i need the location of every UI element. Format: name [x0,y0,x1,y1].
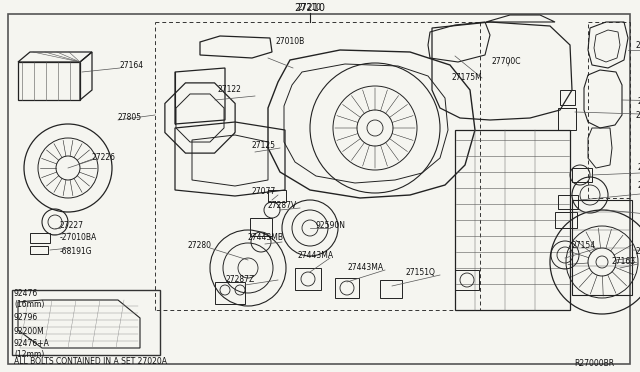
Text: ALL BOLTS CONTAINED IN A SET 27020A: ALL BOLTS CONTAINED IN A SET 27020A [14,357,167,366]
Text: 27163: 27163 [612,257,636,266]
Text: 27010B: 27010B [275,38,304,46]
Bar [215,282,245,304]
Bar [30,233,50,243]
Bar [12,290,160,355]
Bar [572,168,592,182]
Bar [455,270,479,290]
Bar [572,200,632,295]
Text: 27210: 27210 [294,3,326,13]
Text: 92476+A: 92476+A [14,340,50,349]
Text: R27000BR: R27000BR [574,359,614,369]
Text: 27443MB: 27443MB [248,234,284,243]
Text: 27154: 27154 [572,241,596,250]
Text: 27226: 27226 [92,154,116,163]
Text: 92796: 92796 [14,314,38,323]
Text: -27010BA: -27010BA [60,234,97,243]
Bar [555,212,577,228]
Bar [295,268,321,290]
Text: 27115: 27115 [638,97,640,106]
Text: 27020N: 27020N [635,110,640,119]
Bar [250,218,272,236]
Text: 27164: 27164 [120,61,144,70]
Bar [30,246,48,254]
Bar [455,130,570,310]
Text: 27151Q: 27151Q [405,267,435,276]
Text: (16mm): (16mm) [14,301,44,310]
Bar [268,190,286,202]
Text: 27287V: 27287V [268,201,297,209]
Text: 27210: 27210 [298,3,322,13]
Bar [560,90,575,105]
Text: 27154+A: 27154+A [638,180,640,189]
Text: -68191G: -68191G [60,247,93,257]
Text: 27280: 27280 [188,241,212,250]
Bar [558,195,578,209]
Text: 27227: 27227 [60,221,84,230]
Bar [335,278,359,298]
Text: 27197M: 27197M [635,42,640,51]
Text: 27287W: 27287W [635,247,640,257]
Text: 27805: 27805 [118,113,142,122]
Bar [558,108,576,130]
Text: 27175M: 27175M [452,74,483,83]
Text: 27443MA: 27443MA [348,263,384,273]
Text: 27443MA: 27443MA [298,250,334,260]
Text: 27077: 27077 [252,187,276,196]
Text: (12mm): (12mm) [14,350,44,359]
Text: 27122: 27122 [218,86,242,94]
Text: 27020W: 27020W [638,164,640,173]
Text: 27287Z: 27287Z [225,276,254,285]
Text: 27700C: 27700C [492,58,522,67]
Text: 92476: 92476 [14,289,38,298]
Bar [380,280,402,298]
Text: 92590N: 92590N [315,221,345,230]
Text: 27125: 27125 [252,141,276,150]
Text: 92200M: 92200M [14,327,45,337]
